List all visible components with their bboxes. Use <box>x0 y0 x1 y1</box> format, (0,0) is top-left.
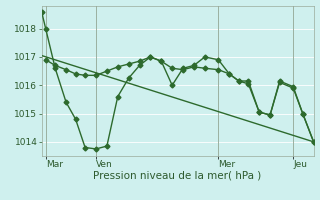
X-axis label: Pression niveau de la mer( hPa ): Pression niveau de la mer( hPa ) <box>93 171 262 181</box>
